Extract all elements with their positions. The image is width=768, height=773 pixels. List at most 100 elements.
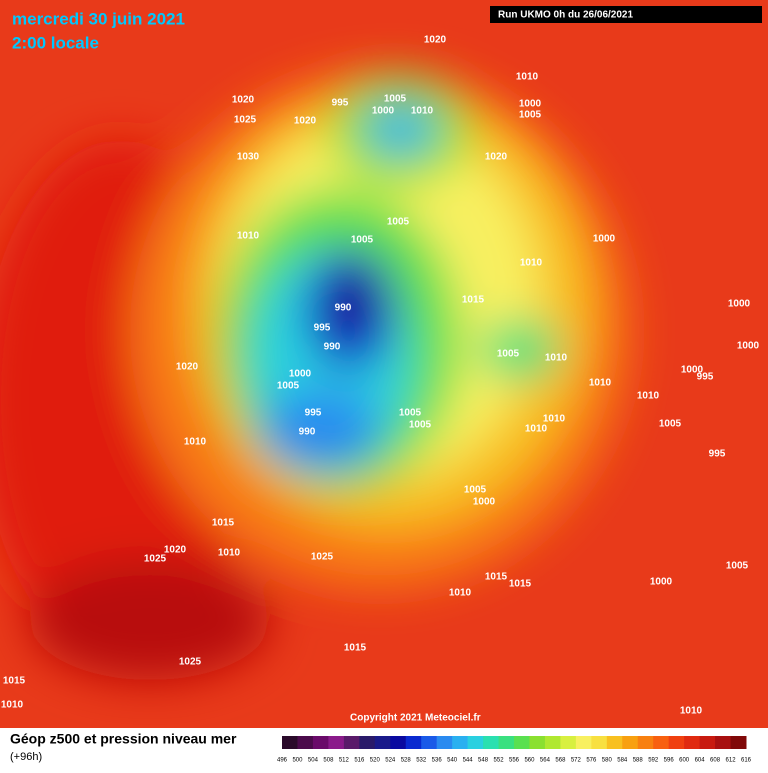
isobar-label: 1010: [218, 548, 241, 559]
isobar-label: 1005: [351, 235, 374, 246]
isobar-label: 990: [324, 342, 341, 353]
isobar-label: 1010: [184, 437, 207, 448]
isobar-label: 995: [332, 98, 349, 109]
isobar-label: 1010: [411, 106, 434, 117]
isobar-label: 1015: [3, 676, 26, 687]
isobar-label: 1005: [399, 408, 422, 419]
legend-tick: 608: [710, 758, 721, 764]
isobar-label: 990: [335, 303, 352, 314]
legend-swatch: [560, 736, 577, 749]
isobar-label: 1025: [179, 657, 202, 668]
isobar-label: 1010: [449, 588, 472, 599]
isobar-label: 1015: [485, 572, 508, 583]
isobar-label: 995: [697, 372, 714, 383]
legend-swatch: [606, 736, 623, 749]
legend-swatch: [591, 736, 608, 749]
legend-swatch: [653, 736, 670, 749]
legend-swatch: [730, 736, 747, 749]
legend-swatch: [374, 736, 391, 749]
legend-tick: 528: [401, 758, 412, 764]
legend-tick: 540: [447, 758, 458, 764]
legend-swatch: [529, 736, 546, 749]
legend-swatch: [622, 736, 639, 749]
legend-swatch: [715, 736, 732, 749]
isobar-label: 1005: [519, 110, 542, 121]
legend-tick: 568: [555, 758, 566, 764]
legend-tick: 560: [524, 758, 535, 764]
legend-swatch: [514, 736, 530, 749]
legend-swatch: [405, 736, 422, 749]
run: Run UKMO 0h du 26/06/2021: [498, 10, 633, 21]
isobar-label: 1030: [237, 152, 260, 163]
legend-tick: 548: [478, 758, 489, 764]
legend-tick: 588: [633, 758, 644, 764]
legend-swatch: [452, 736, 469, 749]
isobar-label: 1000: [372, 106, 395, 117]
isobar-label: 1000: [737, 341, 760, 352]
legend: 496 500 504 508 512 516 520 524 528 532 536 540 544 5…: [277, 736, 752, 764]
isobar-label: 1010: [545, 353, 568, 364]
legend-swatch: [699, 736, 716, 749]
isobar-label: 1020: [232, 95, 255, 106]
isobar-label: 1005: [464, 485, 487, 496]
legend-tick: 516: [354, 758, 365, 764]
legend-swatch: [483, 736, 500, 749]
legend-tick: 564: [540, 758, 551, 764]
isobar-label: 1000: [728, 299, 751, 310]
isobar-label: 1010: [237, 231, 260, 242]
legend-swatch: [544, 736, 561, 749]
legend-tick: 576: [586, 758, 597, 764]
legend-tick: 616: [741, 758, 752, 764]
legend-swatch: [637, 736, 654, 749]
time: 2:00 locale: [12, 33, 99, 52]
isobar-label: 1000: [519, 99, 542, 110]
isobar-label: 1025: [234, 115, 257, 126]
legend-swatch: [328, 736, 345, 749]
legend-swatch: [436, 736, 453, 749]
legend-tick: 580: [602, 758, 613, 764]
isobar-label: 1010: [680, 706, 703, 717]
isobar-label: 1010: [525, 424, 548, 435]
isobar-label: 1005: [387, 217, 410, 228]
isobar-label: 1020: [294, 116, 317, 127]
legend-tick: 496: [277, 758, 288, 764]
isobar-label: 1010: [520, 258, 543, 269]
isobar-label: 1000: [650, 577, 673, 588]
isobar-label: 1015: [509, 579, 532, 590]
isobar-label: 1025: [311, 552, 334, 563]
legend-swatch: [359, 736, 376, 749]
legend-tick: 552: [494, 758, 505, 764]
isobar-label: 1005: [726, 561, 749, 572]
isobar-label: 1020: [164, 545, 187, 556]
legend-tick: 536: [432, 758, 443, 764]
legend-swatch: [498, 736, 515, 749]
isobar-label: 1020: [176, 362, 199, 373]
legend-swatch: [668, 736, 685, 749]
legend-tick: 524: [385, 758, 396, 764]
legend-swatch: [282, 736, 298, 749]
date: mercredi 30 juin 2021: [12, 9, 185, 28]
run-box: [490, 6, 762, 23]
isobar-label: 1010: [589, 378, 612, 389]
legend-swatch: [575, 736, 592, 749]
isobar-label: 1020: [485, 152, 508, 163]
isobar-label: 1005: [277, 381, 300, 392]
legend-swatch: [390, 736, 407, 749]
isobar-label: 1005: [497, 349, 520, 360]
legend-tick: 592: [648, 758, 659, 764]
isobar-label: 1015: [212, 518, 235, 529]
legend-tick: 600: [679, 758, 690, 764]
isobar-label: 1000: [473, 497, 496, 508]
lead: (+96h): [10, 751, 42, 763]
isobar-label: 1020: [424, 35, 447, 46]
isobar-label: 1010: [516, 72, 539, 83]
isobar-label: 1010: [543, 414, 566, 425]
isobar-label: 1025: [144, 554, 167, 565]
legend-tick: 556: [509, 758, 520, 764]
legend-swatch: [684, 736, 701, 749]
legend-tick: 508: [323, 758, 334, 764]
isobar-label: 995: [314, 323, 331, 334]
